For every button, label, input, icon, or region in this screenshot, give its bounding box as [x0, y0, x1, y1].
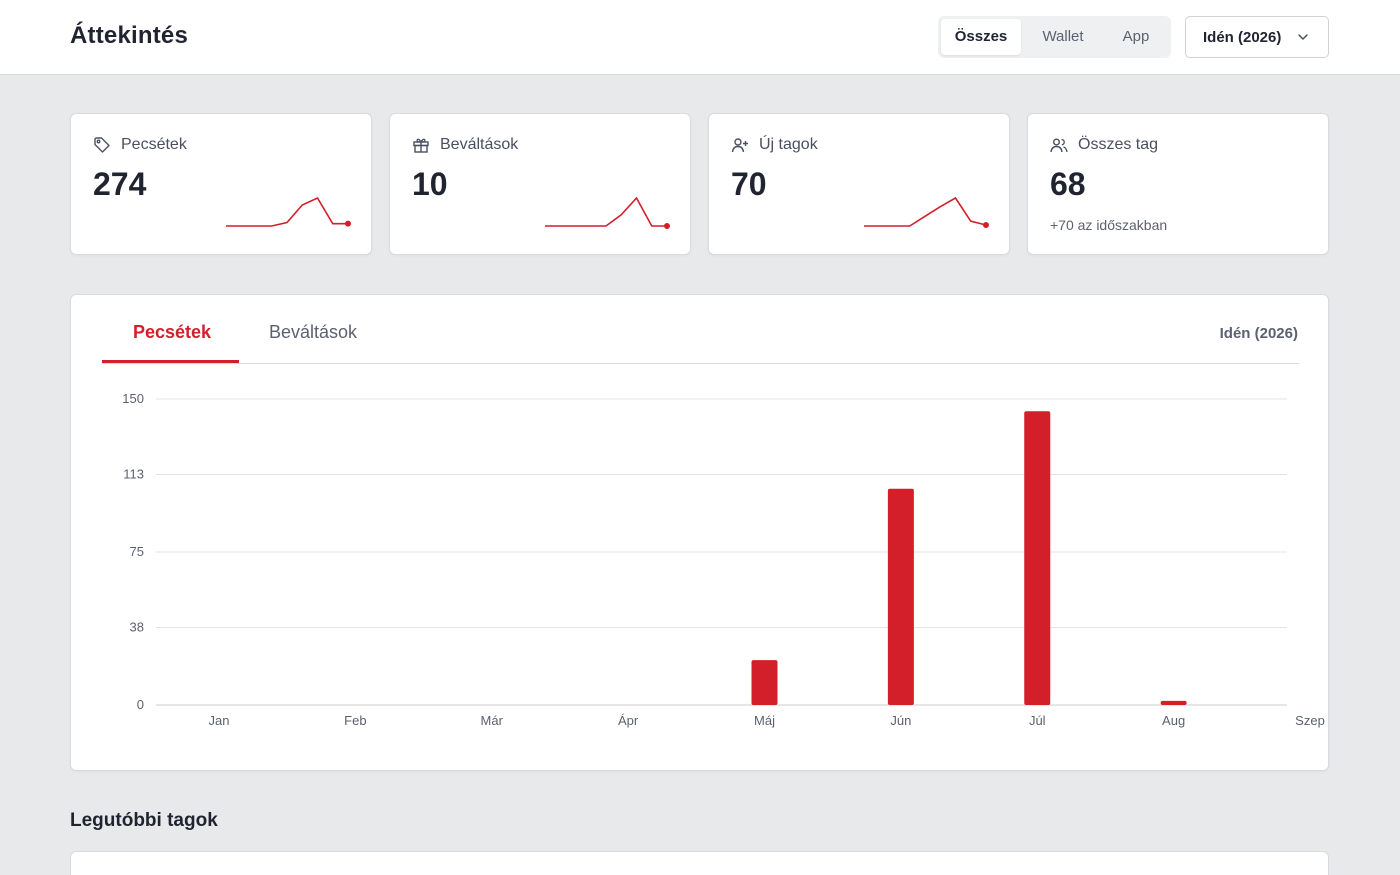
x-tick-label: Aug [1162, 713, 1185, 728]
stat-sub-text: +70 az időszakban [1050, 217, 1168, 233]
chart-card: 0 38 75 113 150 Jan Feb Már Ápr Máj Jún Júl Aug Szep … [70, 294, 1329, 771]
period-select[interactable]: Idén (2026) [1185, 16, 1329, 58]
page-title: Áttekintés [70, 22, 189, 49]
tag-icon [94, 137, 110, 153]
bar-chart: 0 38 75 113 150 Jan Feb Már Ápr Máj Jún Júl Aug Szep [122, 391, 1325, 728]
stat-label: Beváltások [440, 136, 519, 153]
stat-label: Összes tag [1078, 136, 1159, 153]
sparkline-path [545, 196, 667, 227]
sparkline-end-dot [983, 222, 989, 229]
stat-value: 70 [731, 166, 767, 202]
bar-Jún [887, 488, 914, 705]
sparkline-end-dot [345, 220, 351, 227]
tab-redemptions[interactable]: Beváltások [269, 322, 358, 342]
sparkline [864, 196, 989, 229]
stat-label: Pecsétek [121, 136, 187, 153]
x-tick-label: Júl [1029, 713, 1046, 728]
segment-all[interactable]: Összes [941, 19, 1021, 55]
gift-icon [413, 138, 429, 153]
sparkline-path [864, 196, 987, 227]
segment-wallet[interactable]: Wallet [1042, 28, 1084, 45]
stat-value: 10 [412, 166, 448, 202]
x-tick-label: Jún [890, 713, 911, 728]
x-tick-label: Már [481, 713, 504, 728]
user-plus-icon [731, 138, 748, 153]
period-select-label: Idén (2026) [1203, 28, 1282, 46]
x-tick-label: Feb [344, 713, 366, 728]
stat-value: 274 [93, 166, 147, 202]
sparkline [545, 196, 670, 229]
tab-stamps[interactable]: Pecsétek [133, 322, 212, 342]
x-tick-label: Jan [209, 713, 230, 728]
stat-card-total-members: Összes tag 68 +70 az időszakban [1027, 113, 1329, 255]
stat-card-redemptions: Beváltások 10 [389, 113, 691, 255]
x-tick-label: Ápr [618, 713, 639, 728]
bar-Aug [1160, 700, 1187, 705]
stat-card-new-members: Új tagok 70 [708, 113, 1010, 255]
chart-period-label: Idén (2026) [1219, 325, 1298, 342]
sparkline-end-dot [664, 223, 670, 229]
users-icon [1050, 138, 1068, 153]
stat-card-stamps: Pecsétek 274 [70, 113, 372, 255]
chevron-down-icon [1298, 34, 1308, 40]
y-tick-label: 150 [122, 391, 144, 406]
stat-label: Új tagok [759, 136, 818, 153]
sparkline-path [226, 196, 348, 227]
section-title-recent-members: Legutóbbi tagok [70, 810, 218, 831]
chart-tabs: Pecsétek Beváltások [102, 295, 1299, 364]
y-tick-label: 0 [137, 697, 144, 712]
stat-value: 68 [1050, 166, 1086, 202]
y-tick-label: 113 [123, 466, 144, 481]
bar-Júl [1024, 411, 1051, 705]
source-filter: Összes Wallet App [938, 16, 1171, 58]
y-tick-label: 38 [130, 619, 144, 634]
y-tick-label: 75 [130, 544, 144, 559]
bar-Máj [751, 660, 778, 705]
x-tick-label: Máj [754, 713, 775, 728]
segment-app[interactable]: App [1122, 28, 1150, 45]
sparkline [226, 196, 351, 227]
top-bar: Áttekintés Összes Wallet App Idén (2026) [0, 0, 1400, 75]
recent-members-card [70, 851, 1329, 875]
active-tab-indicator [102, 360, 239, 363]
x-tick-label: Szep [1295, 713, 1325, 728]
